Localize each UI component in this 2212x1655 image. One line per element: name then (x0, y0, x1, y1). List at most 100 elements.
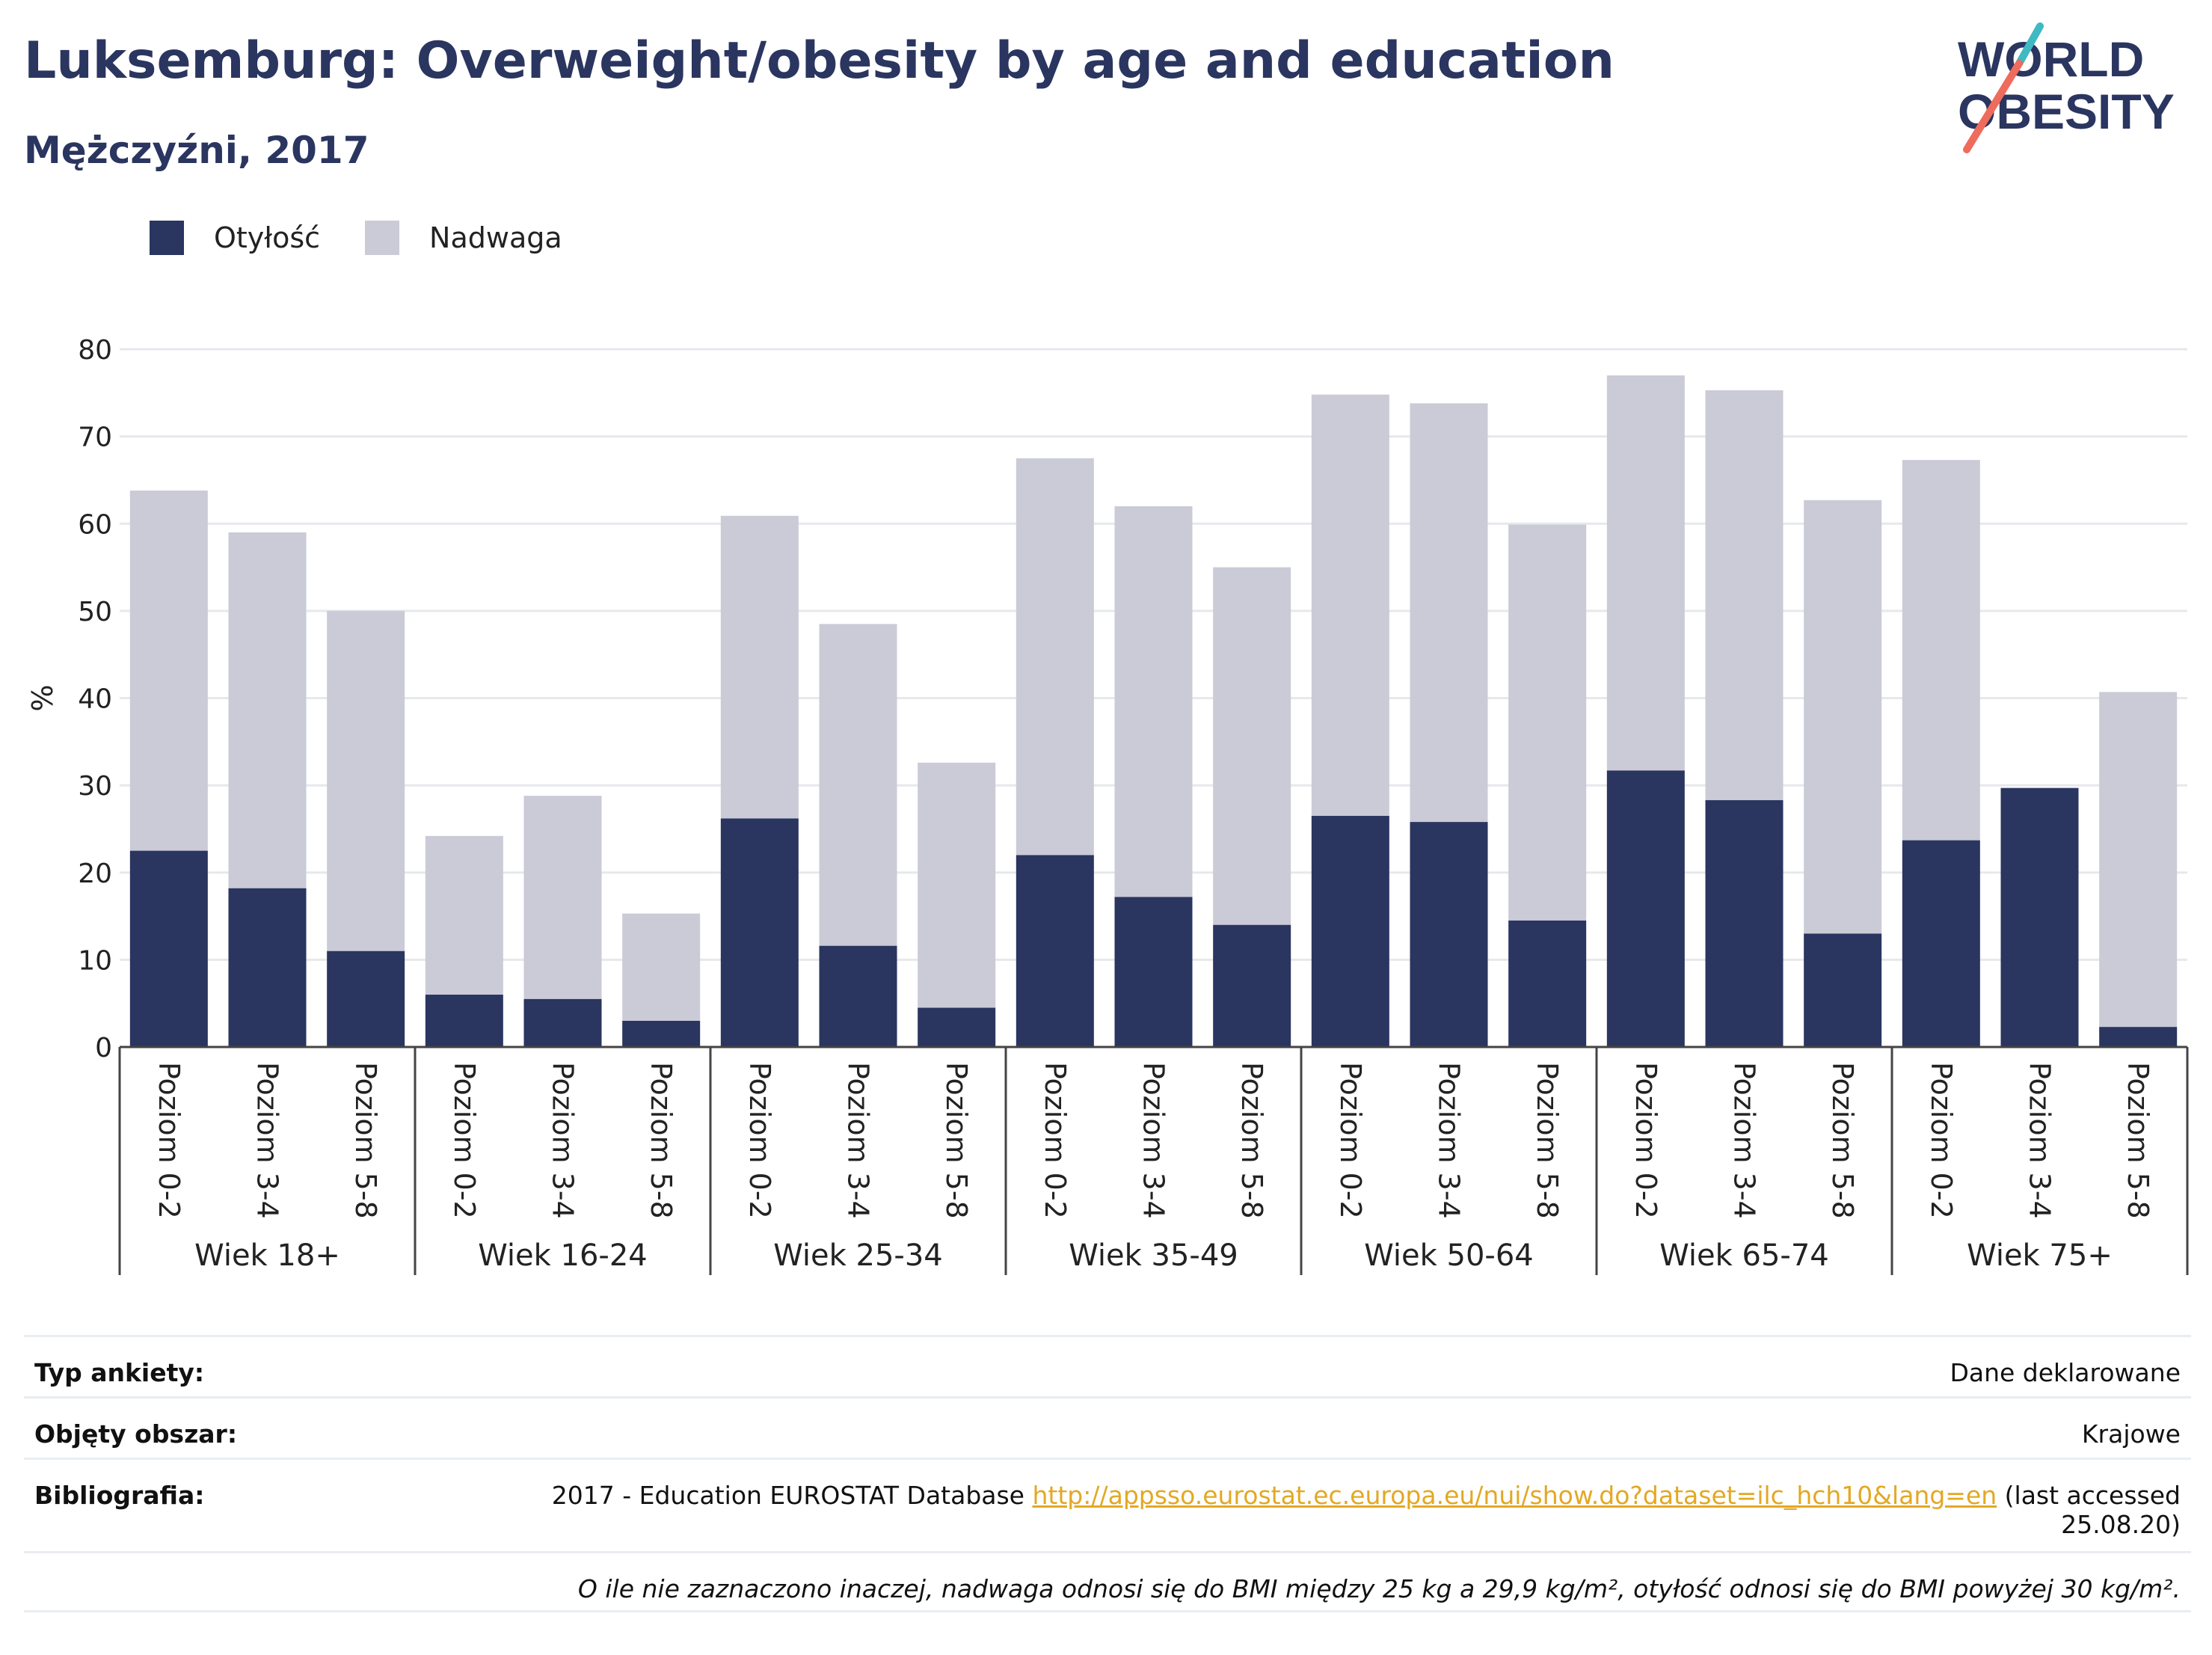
bar-overweight (918, 762, 996, 1008)
bar-obesity (1410, 822, 1488, 1047)
y-tick-label: 50 (78, 597, 112, 627)
bar-obesity (1902, 840, 1980, 1047)
bar-obesity (918, 1007, 996, 1047)
info-row-bibliography: Bibliografia: 2017 - Education EUROSTAT … (24, 1458, 2191, 1551)
y-tick-label: 0 (95, 1033, 112, 1063)
bar-obesity (1804, 933, 1882, 1047)
x-category-label: Poziom 3-4 (1728, 1062, 1761, 1219)
bar-obesity (523, 998, 602, 1047)
stacked-bar-chart: 0 10 20 30 40 50 60 70 80% Poziom 0-2 Poziom 3-4 Po… (26, 335, 2189, 1275)
x-group-label: Wiek 50-64 (1364, 1238, 1534, 1273)
bibliography-date: 25.08.20) (2061, 1510, 2181, 1539)
survey-type-value: Dane deklarowane (1950, 1358, 2181, 1387)
x-group-label: Wiek 16-24 (478, 1238, 648, 1273)
y-tick-label: 70 (78, 423, 112, 453)
x-category-label: Poziom 5-8 (645, 1062, 678, 1219)
bar-overweight (622, 913, 701, 1022)
y-axis-label: % (26, 684, 59, 711)
bar-obesity (129, 850, 208, 1047)
info-table: Typ ankiety: Dane deklarowane Objęty obs… (24, 1335, 2191, 1612)
x-category-label: Poziom 5-8 (1826, 1062, 1859, 1219)
x-group-label: Wiek 35-49 (1069, 1238, 1238, 1273)
bar-overweight (129, 490, 208, 851)
y-tick-label: 40 (78, 684, 112, 715)
info-row-area: Objęty obszar: Krajowe (24, 1396, 2191, 1458)
bar-overweight (1311, 394, 1389, 816)
bar-obesity (425, 995, 503, 1047)
bar-overweight (1410, 403, 1488, 823)
area-label: Objęty obszar: (34, 1419, 238, 1449)
bar-overweight (327, 610, 405, 951)
bar-obesity (1606, 770, 1685, 1047)
x-group-label: Wiek 65-74 (1659, 1238, 1829, 1273)
info-row-note: O ile nie zaznaczono inaczej, nadwaga od… (24, 1551, 2191, 1612)
bar-overweight (1114, 506, 1193, 897)
logo-slash-coral (1963, 60, 2023, 153)
x-category-label: Poziom 0-2 (1925, 1062, 1958, 1219)
x-category-label: Poziom 0-2 (448, 1062, 481, 1219)
legend-item-overweight: Nadwaga (365, 221, 562, 255)
bar-obesity (1016, 855, 1094, 1047)
x-category-label: Poziom 5-8 (2122, 1062, 2154, 1219)
bar-overweight (228, 532, 307, 888)
x-category-label: Poziom 5-8 (940, 1062, 973, 1219)
x-category-label: Poziom 3-4 (547, 1062, 580, 1219)
x-category-label: Poziom 3-4 (2024, 1062, 2056, 1219)
bibliography-text: 2017 - Education EUROSTAT Database (551, 1481, 1024, 1510)
legend-label-overweight: Nadwaga (429, 221, 562, 254)
bibliography-label: Bibliografia: (34, 1481, 205, 1510)
bar-overweight (1508, 524, 1587, 921)
bar-overweight (1016, 458, 1094, 856)
bar-overweight (1902, 460, 1980, 841)
bar-obesity (1114, 897, 1193, 1047)
bar-obesity (819, 945, 897, 1047)
x-group-label: Wiek 75+ (1967, 1238, 2113, 1273)
bibliography-value: 2017 - Education EUROSTAT Database http:… (552, 1481, 2181, 1539)
logo-slash-teal (2015, 22, 2044, 67)
chart-legend: Otyłość Nadwaga (150, 221, 607, 255)
bibliography-link[interactable]: http://appsso.eurostat.ec.europa.eu/nui/… (1032, 1481, 1997, 1510)
info-row-survey: Typ ankiety: Dane deklarowane (24, 1335, 2191, 1396)
x-category-label: Poziom 5-8 (349, 1062, 382, 1219)
bar-obesity (2000, 787, 2079, 1047)
x-category-label: Poziom 3-4 (842, 1062, 875, 1219)
legend-swatch-overweight (365, 221, 400, 255)
y-tick-label: 20 (78, 859, 112, 889)
x-category-label: Poziom 0-2 (743, 1062, 776, 1219)
x-category-label: Poziom 5-8 (1235, 1062, 1268, 1219)
x-category-label: Poziom 0-2 (1629, 1062, 1662, 1219)
bibliography-suffix: (last accessed (2004, 1481, 2181, 1510)
x-category-label: Poziom 3-4 (251, 1062, 284, 1219)
bar-obesity (1311, 815, 1389, 1047)
bar-overweight (1213, 567, 1291, 925)
bar-obesity (1213, 924, 1291, 1047)
bar-overweight (2099, 692, 2178, 1028)
y-tick-label: 80 (78, 335, 112, 366)
x-group-label: Wiek 18+ (194, 1238, 340, 1273)
chart-title: Luksemburg: Overweight/obesity by age an… (24, 31, 1615, 90)
chart-subtitle: Mężczyźni, 2017 (24, 129, 369, 172)
bar-obesity (1508, 920, 1587, 1047)
bar-overweight (523, 796, 602, 999)
logo-word-world: WORLD (1958, 31, 2144, 87)
bar-obesity (1705, 799, 1784, 1047)
bar-obesity (327, 951, 405, 1047)
bar-overweight (720, 515, 799, 819)
survey-type-label: Typ ankiety: (34, 1358, 205, 1387)
x-category-label: Poziom 0-2 (1039, 1062, 1072, 1219)
area-value: Krajowe (2081, 1419, 2181, 1449)
y-tick-label: 60 (78, 509, 112, 540)
x-category-label: Poziom 0-2 (153, 1062, 185, 1219)
bar-overweight (819, 624, 897, 946)
legend-item-obesity: Otyłość (150, 221, 320, 255)
x-group-label: Wiek 25-34 (773, 1238, 943, 1273)
bar-overweight (1804, 500, 1882, 934)
y-tick-label: 30 (78, 771, 112, 802)
bar-obesity (228, 888, 307, 1047)
bar-obesity (2099, 1027, 2178, 1047)
bar-overweight (1606, 375, 1685, 771)
world-obesity-logo: WORLD OBESITY (1958, 22, 2175, 153)
bar-obesity (622, 1021, 701, 1047)
y-tick-label: 10 (78, 945, 112, 976)
bar-overweight (425, 835, 503, 995)
